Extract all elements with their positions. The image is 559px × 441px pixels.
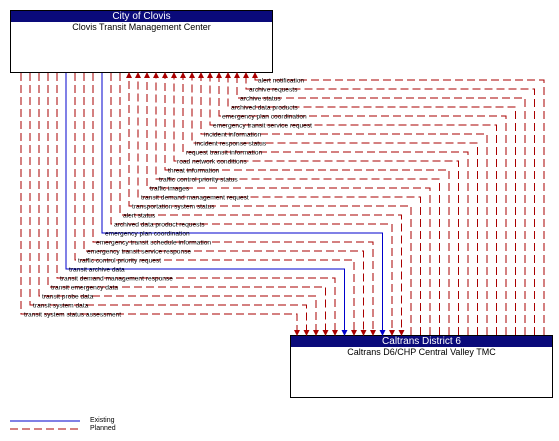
flow-line	[83, 73, 367, 336]
flow-line	[162, 72, 450, 335]
top-element-owner: City of Clovis	[11, 11, 272, 22]
flow-line	[243, 72, 535, 335]
flow-label: transit system data	[33, 302, 89, 309]
flow-label: traffic control priority status	[159, 176, 238, 183]
flow-line	[65, 73, 348, 336]
flow-label: transportation system status	[132, 203, 215, 210]
flow-label: emergency transit service request	[213, 122, 312, 129]
flow-label: transit archive data	[69, 266, 125, 273]
flow-line	[144, 72, 431, 335]
flow-line	[74, 73, 357, 336]
flow-line	[234, 72, 526, 335]
flow-line	[92, 73, 376, 336]
flow-line	[110, 73, 395, 336]
flow-label: incident information	[204, 131, 262, 138]
flow-label: traffic control priority request	[78, 257, 161, 264]
flow-label: traffic images	[150, 185, 190, 192]
flow-label: transit demand management response	[60, 275, 173, 282]
flow-line	[252, 72, 545, 335]
flow-line	[20, 73, 300, 336]
flow-line	[101, 73, 386, 336]
flow-label: transit emergency data	[51, 284, 118, 291]
top-element-box: City of Clovis Clovis Transit Management…	[10, 10, 273, 73]
flow-label: archived data products	[231, 104, 298, 111]
flow-line	[153, 72, 440, 335]
flow-label: archive status	[240, 95, 281, 102]
flow-label: request transit information	[186, 149, 263, 156]
flow-line	[29, 73, 310, 336]
flow-line	[180, 72, 469, 335]
flow-line	[135, 72, 421, 335]
flow-label: transit probe data	[42, 293, 94, 300]
flow-label: emergency plan coordination	[105, 230, 190, 237]
flow-label: archived data product requests	[114, 221, 205, 228]
flow-label: emergency transit service response	[87, 248, 191, 255]
flow-line	[119, 73, 405, 336]
flow-label: emergency plan coordination	[222, 113, 307, 120]
flow-label: threat information	[168, 167, 220, 174]
top-element-name: Clovis Transit Management Center	[72, 22, 211, 32]
bottom-element-name: Caltrans D6/CHP Central Valley TMC	[347, 347, 496, 357]
legend-lines	[10, 420, 80, 430]
flow-label: transit demand management request	[141, 194, 249, 201]
flow-label: incident response status	[195, 140, 267, 147]
flow-line	[38, 73, 319, 336]
bottom-element-box: Caltrans District 6 Caltrans D6/CHP Cent…	[290, 335, 553, 398]
flow-line	[189, 72, 478, 335]
flow-label: transit system status assessment	[24, 311, 121, 318]
flow-line	[56, 73, 338, 336]
flow-line	[171, 72, 459, 335]
flow-line	[47, 73, 329, 336]
flow-label: emergency transit schedule information	[96, 239, 211, 246]
flow-line	[198, 72, 488, 335]
flow-line	[216, 72, 507, 335]
flow-label: archive requests	[249, 86, 298, 93]
flow-label: alert status	[123, 212, 156, 219]
flow-line	[207, 72, 497, 335]
legend-planned-label: Planned	[90, 425, 116, 432]
legend: Existing Planned	[10, 417, 130, 437]
flow-line	[225, 72, 516, 335]
flow-label: alert notification	[258, 77, 305, 84]
flow-line	[126, 72, 412, 335]
legend-existing-label: Existing	[90, 417, 115, 424]
flow-label: road network conditions	[177, 158, 247, 165]
bottom-element-owner: Caltrans District 6	[291, 336, 552, 347]
